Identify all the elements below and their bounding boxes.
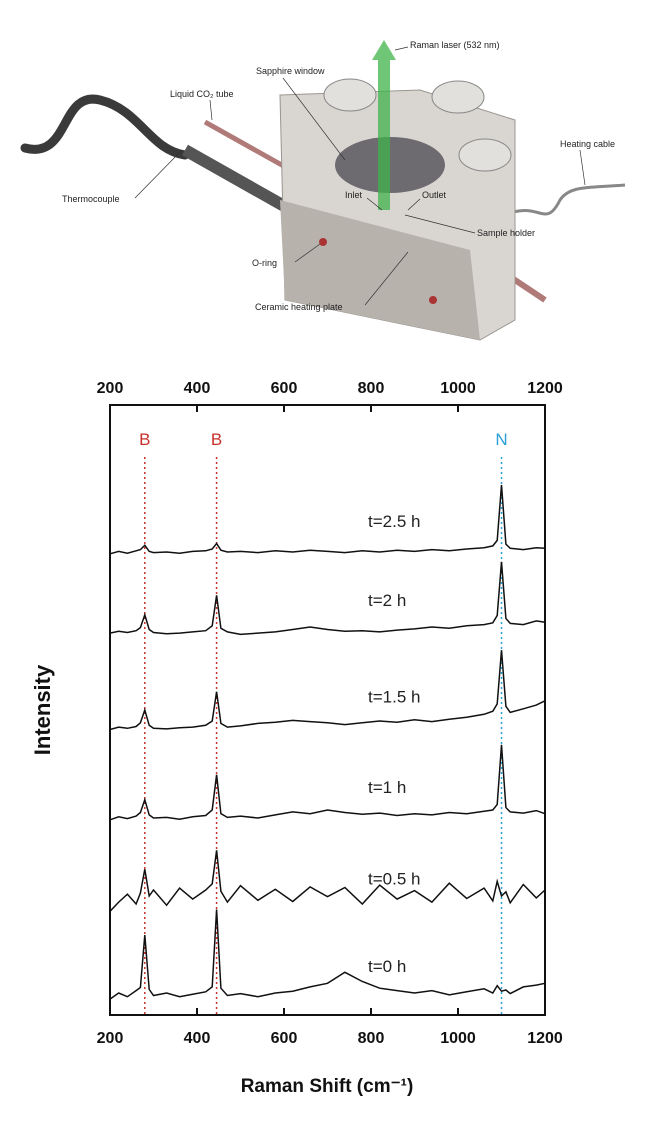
reference-label: N (495, 430, 507, 449)
label: Liquid CO₂ tube (170, 89, 234, 99)
label: Inlet (345, 190, 363, 200)
series-label: t=1 h (368, 778, 406, 797)
x-axis-title: Raman Shift (cm⁻¹) (241, 1076, 414, 1097)
spectrum (109, 561, 546, 636)
x-tick-label: 200 (97, 1030, 124, 1047)
spectrum (109, 850, 546, 912)
x-tick-label: 800 (358, 1030, 385, 1047)
x-tick-label-top: 400 (184, 380, 211, 397)
o-ring (319, 238, 327, 246)
label: Ceramic heating plate (255, 302, 343, 312)
bolt (431, 80, 485, 114)
spectrum (109, 744, 546, 821)
reference-label: B (211, 430, 222, 449)
series-label: t=1.5 h (368, 688, 420, 707)
o-ring (429, 296, 437, 304)
spectrum (109, 484, 546, 555)
series-label: t=0.5 h (368, 869, 420, 888)
bolt (458, 138, 512, 172)
y-axis-title: Intensity (30, 664, 55, 755)
laser-beam (372, 40, 396, 210)
label: Thermocouple (62, 194, 120, 204)
series-label: t=2 h (368, 591, 406, 610)
cell-section (280, 200, 480, 340)
x-tick-label: 1200 (527, 1030, 563, 1047)
x-tick-label-top: 1000 (440, 380, 476, 397)
x-tick-label: 600 (271, 1030, 298, 1047)
heating-cable (504, 183, 626, 217)
leaders (134, 46, 586, 306)
spectrum (109, 650, 546, 731)
x-tick-label-top: 200 (97, 380, 124, 397)
label: Outlet (422, 190, 447, 200)
x-tick-label-top: 800 (358, 380, 385, 397)
diagram: Raman laser (532 nm) Sapphire window Liq… (20, 40, 626, 341)
reference-label: B (139, 430, 150, 449)
label: O-ring (252, 258, 277, 268)
x-tick-label: 400 (184, 1030, 211, 1047)
cable (20, 94, 190, 160)
label: Sample holder (477, 228, 535, 238)
x-tick-label-top: 600 (271, 380, 298, 397)
x-tick-label-top: 1200 (527, 380, 563, 397)
x-tick-label: 1000 (440, 1030, 476, 1047)
bolt (323, 78, 377, 112)
series-label: t=2.5 h (368, 512, 420, 531)
label: Raman laser (532 nm) (410, 40, 500, 50)
label: Sapphire window (256, 66, 325, 76)
label: Heating cable (560, 139, 615, 149)
spectrum (109, 909, 546, 1000)
plot-frame (109, 404, 546, 1016)
series-label: t=0 h (368, 957, 406, 976)
